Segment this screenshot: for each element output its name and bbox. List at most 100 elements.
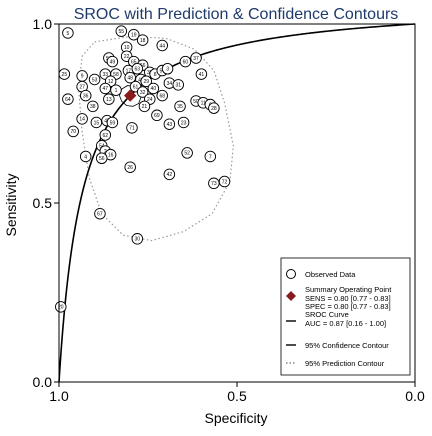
observed-point-marker <box>106 55 119 68</box>
observed-point-label: 24 <box>147 97 153 103</box>
x-tick-label: 1.0 <box>49 388 69 404</box>
observed-point: 36 <box>79 89 92 102</box>
observed-point: 23 <box>177 116 190 129</box>
observed-point-label: 33 <box>102 72 108 78</box>
observed-point-label: 68 <box>159 93 165 99</box>
observed-point-label: 57 <box>159 68 165 74</box>
observed-point-label: 59 <box>110 120 116 126</box>
observed-point: 29 <box>140 75 152 88</box>
observed-point: 47 <box>99 82 112 95</box>
observed-point-marker <box>181 147 193 159</box>
legend: Observed Data Summary Operating PointSENS… <box>280 257 411 376</box>
y-tick-label: 0.5 <box>33 195 53 211</box>
observed-point: 37 <box>190 52 202 64</box>
observed-point-marker <box>62 93 74 105</box>
observed-point: 5 <box>62 27 74 39</box>
observed-point: 4 <box>79 150 92 163</box>
observed-point-marker <box>55 301 67 313</box>
observed-point-marker <box>177 116 190 129</box>
observed-point: 3 <box>161 63 174 75</box>
x-tick-label: 0.5 <box>227 388 247 404</box>
observed-point: 63 <box>131 63 144 75</box>
observed-point-marker <box>126 122 138 134</box>
observed-point: 68 <box>156 89 168 102</box>
observed-point-marker <box>110 84 122 96</box>
observed-point: 71 <box>126 122 138 134</box>
observed-point-label: 67 <box>97 212 103 218</box>
observed-point-marker <box>128 28 140 41</box>
observed-point-label: 18 <box>140 38 146 44</box>
observed-point-label: 53 <box>92 77 98 83</box>
observed-point-label: 26 <box>127 165 133 171</box>
observed-point-label: 27 <box>79 84 85 90</box>
observed-point-label: 29 <box>143 79 149 85</box>
observed-point-marker <box>79 150 92 163</box>
observed-point-label: 70 <box>70 129 76 135</box>
observed-point: 30 <box>131 233 144 245</box>
legend-sublabel: SPEC = 0.80 [0.77 - 0.83] <box>305 302 391 311</box>
observed-point-label: 38 <box>90 104 96 110</box>
observed-point-label: 66 <box>140 63 146 69</box>
observed-point-label: 63 <box>135 67 141 73</box>
observed-point-label: 11 <box>201 101 206 107</box>
observed-point-marker <box>115 25 128 37</box>
observed-point-marker <box>131 63 144 75</box>
observed-point-label: 32 <box>140 90 146 96</box>
observed-point-label: 19 <box>131 33 137 39</box>
observed-point: 9 <box>76 70 88 82</box>
summary-operating-point <box>123 89 137 102</box>
observed-point: 72 <box>218 175 231 188</box>
observed-point-label: 1 <box>115 88 118 94</box>
observed-point-marker <box>163 118 176 130</box>
observed-point-label: 34 <box>167 81 173 87</box>
observed-point-label: 14 <box>79 117 85 123</box>
observed-point: 53 <box>88 73 101 86</box>
observed-point-marker <box>163 168 176 181</box>
observed-point-marker <box>88 73 101 86</box>
observed-point-marker <box>156 39 168 52</box>
observed-point: 25 <box>58 68 71 80</box>
observed-point-marker <box>87 100 99 113</box>
y-tick-label: 0.0 <box>33 374 53 390</box>
legend-marker-diamond <box>286 291 296 301</box>
observed-point-marker <box>76 113 88 125</box>
observed-point-label: 21 <box>142 104 148 110</box>
observed-point-label: 72 <box>222 179 228 185</box>
observed-point-marker <box>67 125 79 138</box>
observed-point: 19 <box>128 28 140 41</box>
observed-point: 34 <box>163 77 176 89</box>
legend-sublabel: SENS = 0.80 [0.77 - 0.83] <box>305 294 391 303</box>
observed-point-label: 55 <box>119 29 125 35</box>
observed-point-label: 36 <box>83 93 89 99</box>
observed-point: 16 <box>104 148 117 161</box>
legend-sublabel: AUC = 0.87 [0.16 - 1.00] <box>305 319 386 328</box>
observed-point-label: 64 <box>65 97 71 103</box>
observed-point-label: 5 <box>67 31 70 37</box>
observed-point: 27 <box>76 80 88 93</box>
observed-point: 32 <box>136 86 149 98</box>
observed-point-label: 42 <box>167 172 173 178</box>
observed-point-marker <box>138 100 151 113</box>
observed-point-label: 15 <box>94 120 100 126</box>
observed-point-marker <box>94 207 106 220</box>
observed-point-label: 3 <box>166 67 169 73</box>
legend-box <box>280 257 411 376</box>
observed-point-marker <box>156 89 168 102</box>
observed-point: 15 <box>90 116 103 129</box>
observed-point-marker <box>124 161 136 173</box>
observed-point: 64 <box>62 93 74 105</box>
observed-point: 60 <box>179 55 192 68</box>
observed-point: 20 <box>55 301 67 313</box>
observed-point: 55 <box>115 25 128 37</box>
observed-point: 14 <box>76 113 88 125</box>
observed-point-label: 28 <box>211 106 217 112</box>
observed-point-label: 13 <box>106 97 112 103</box>
observed-point-marker <box>140 75 152 88</box>
observed-point-label: 31 <box>175 83 181 89</box>
observed-point-marker <box>131 233 144 245</box>
observed-point-label: 73 <box>211 181 217 187</box>
legend-label: Observed Data <box>305 270 356 279</box>
observed-point-marker <box>79 89 92 102</box>
